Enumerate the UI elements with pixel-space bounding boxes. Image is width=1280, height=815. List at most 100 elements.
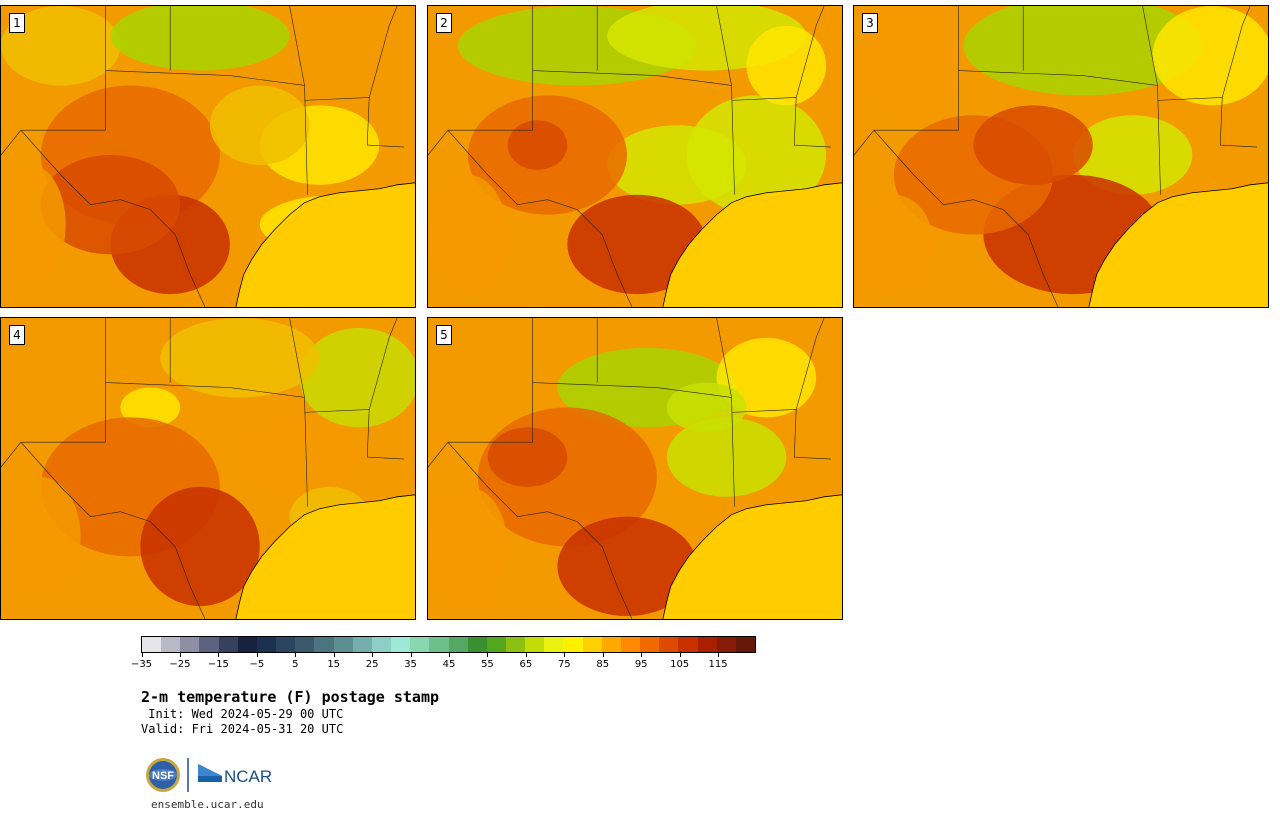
state-border: [795, 6, 825, 98]
colorbar-tick-labels: −35 −25 −15 −5 5 15 25 35 45 55 65 75 85 95 105 115: [131, 653, 756, 673]
gulf-of-mexico: [662, 494, 842, 619]
state-border: [304, 409, 405, 460]
colorbar-segment: [659, 637, 679, 652]
state-border: [1157, 97, 1258, 148]
state-border: [731, 409, 832, 460]
state-border: [105, 382, 305, 398]
colorbar-tick-label: −35: [130, 659, 153, 670]
colorbar-segment: [697, 637, 717, 652]
colorbar-tick-label: 115: [708, 659, 728, 670]
colorbar-segment: [716, 637, 736, 652]
colorbar-segment: [199, 637, 219, 652]
colorbar-segment: [505, 637, 526, 652]
colorbar-tick: [525, 653, 527, 657]
forecast-panel-1: 1: [0, 5, 416, 308]
state-border: [873, 129, 1059, 307]
state-border: [447, 441, 633, 619]
forecast-panel-4: 4: [0, 317, 416, 620]
colorbar-segment: [180, 637, 200, 652]
gulf-of-mexico: [1088, 182, 1268, 307]
colorbar-tick-label: 75: [557, 659, 571, 670]
colorbar-tick-label: 45: [442, 659, 456, 670]
colorbar-segment: [678, 637, 698, 652]
colorbar-tick: [718, 653, 720, 657]
colorbar-tick: [410, 653, 412, 657]
state-border: [20, 6, 106, 131]
forecast-panel-3: 3: [853, 5, 1269, 308]
state-border: [368, 6, 398, 98]
state-border: [368, 318, 398, 410]
coastline: [1088, 182, 1268, 307]
colorbar-tick-label: −5: [249, 659, 265, 670]
state-border: [532, 382, 732, 398]
colorbar-segment: [161, 637, 181, 652]
state-border: [1, 441, 22, 468]
state-border: [20, 318, 106, 443]
colorbar-tick: [487, 653, 489, 657]
colorbar-segment: [735, 637, 755, 652]
colorbar-segment: [410, 637, 430, 652]
coastline: [235, 494, 415, 619]
colorbar-tick-label: −25: [169, 659, 191, 670]
figure-title: 2-m temperature (F) postage stamp: [141, 688, 440, 706]
state-border: [289, 6, 308, 195]
colorbar-segment: [620, 637, 641, 652]
colorbar-segment: [525, 637, 545, 652]
colorbar-tick: [679, 653, 681, 657]
colorbar-segment: [218, 637, 238, 652]
colorbar-segment: [486, 637, 506, 652]
colorbar-tick: [295, 653, 297, 657]
colorbar-tick-label: 55: [481, 659, 494, 670]
colorbar-tick-label: 105: [670, 659, 690, 670]
colorbar-segment: [391, 637, 411, 652]
colorbar-tick-label: 85: [596, 659, 610, 670]
coastline: [662, 494, 842, 619]
ncar-text: NCAR: [224, 767, 272, 786]
temperature-map-5: [428, 318, 842, 619]
colorbar-tick: [641, 653, 643, 657]
temperature-map-1: [1, 6, 415, 307]
colorbar-tick-label: −15: [207, 659, 229, 670]
temperature-map-3: [854, 6, 1268, 307]
state-border: [105, 70, 305, 86]
member-number-label: 5: [436, 325, 452, 345]
state-border: [731, 97, 832, 148]
colorbar-tick-label: 95: [634, 659, 648, 670]
colorbar-segment: [256, 637, 277, 652]
temperature-map-4: [1, 318, 415, 619]
gulf-of-mexico: [235, 494, 415, 619]
colorbar-tick-label: 25: [365, 659, 379, 670]
colorbar-segment: [142, 637, 162, 652]
coastline: [235, 182, 415, 307]
nsf-seal-icon: NSF: [146, 758, 180, 792]
colorbar-segment: [582, 637, 602, 652]
colorbar-segment: [352, 637, 372, 652]
colorbar-tick: [449, 653, 450, 657]
colorbar-tick: [564, 653, 566, 657]
colorbar-segment: [276, 637, 296, 652]
member-number-label: 1: [9, 13, 25, 33]
colorbar-tick-label: 65: [519, 659, 533, 670]
state-border: [20, 129, 206, 307]
colorbar-tick-label: 5: [292, 659, 299, 670]
state-border: [428, 129, 449, 156]
member-number-label: 2: [436, 13, 452, 33]
temperature-map-2: [428, 6, 842, 307]
state-border: [1221, 6, 1251, 98]
coastline: [662, 182, 842, 307]
state-border: [795, 318, 825, 410]
state-border: [873, 6, 959, 131]
valid-time: Valid: Fri 2024-05-31 20 UTC: [141, 722, 344, 736]
member-number-label: 3: [862, 13, 878, 33]
colorbar-segment: [640, 637, 660, 652]
temperature-colorbar: [141, 636, 756, 653]
state-border: [304, 97, 405, 148]
state-border: [854, 129, 875, 156]
colorbar-segment: [467, 637, 487, 652]
colorbar-segment: [563, 637, 583, 652]
state-border: [958, 70, 1158, 86]
colorbar-segment: [544, 637, 564, 652]
init-time: Init: Wed 2024-05-29 00 UTC: [141, 707, 344, 721]
colorbar-segment: [295, 637, 315, 652]
sponsor-logos: NSF NCAR: [145, 756, 285, 794]
